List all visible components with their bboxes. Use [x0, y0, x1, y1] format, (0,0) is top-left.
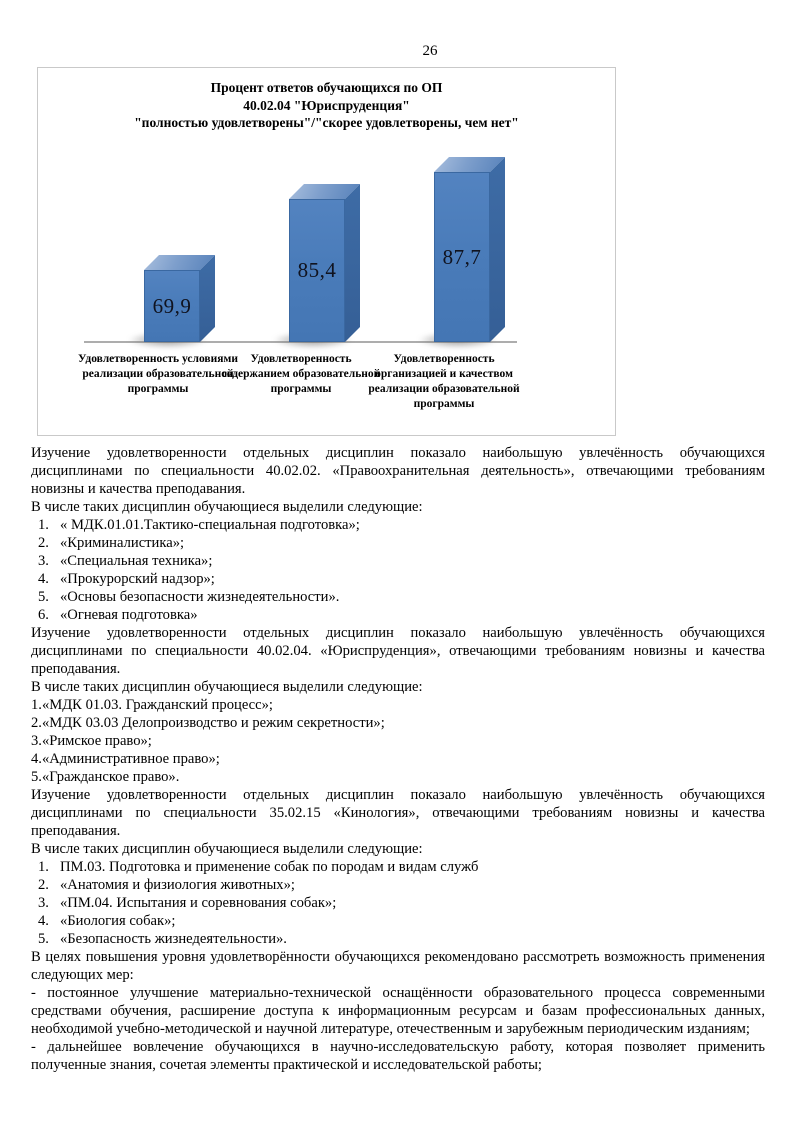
- list-item-number: 6.: [38, 607, 49, 623]
- list-item-text: «Криминалистика»;: [60, 535, 185, 551]
- bar-organization: 87,7: [416, 157, 509, 351]
- bar-top-face: [289, 184, 360, 199]
- document-body: Изучение удовлетворенности отдельных дис…: [31, 444, 765, 1074]
- chart-title-line-1: Процент ответов обучающихся по ОП: [210, 80, 443, 95]
- list-item-text: «Римское право»;: [41, 733, 152, 749]
- list-item-number: 3.: [38, 895, 49, 911]
- bar-conditions: 69,9: [126, 255, 219, 351]
- bar-content: 85,4: [271, 184, 364, 351]
- list-item-number: 2.: [38, 877, 49, 893]
- paragraph-specialty-400202: Изучение удовлетворенности отдельных дис…: [31, 445, 765, 497]
- list-item: 4. «Биология собак»;: [31, 912, 765, 930]
- list-item-text: «МДК 03.03 Делопроизводство и режим секр…: [41, 715, 385, 731]
- bar-front-face: 69,9: [144, 270, 200, 342]
- satisfaction-chart: Процент ответов обучающихся по ОП 40.02.…: [37, 67, 616, 436]
- list-item-number: 5.: [38, 931, 49, 947]
- list-item-text: «Безопасность жизнедеятельности».: [60, 931, 287, 947]
- list-item: 1. «МДК 01.03. Гражданский процесс»;: [31, 696, 765, 714]
- category-label-content: Удовлетворенность содержанием образовате…: [221, 353, 381, 395]
- page-number: 26: [422, 43, 438, 59]
- list-item-text: ПМ.03. Подготовка и применение собак по …: [60, 859, 479, 875]
- bar-top-face: [434, 157, 505, 172]
- list-item: 3. «Специальная техника»;: [31, 552, 765, 570]
- list-item-text: «Гражданское право».: [41, 769, 180, 785]
- list-intro-2: В числе таких дисциплин обучающиеся выде…: [31, 679, 423, 695]
- bar-front-face: 85,4: [289, 199, 345, 342]
- list-item-text: «Биология собак»;: [60, 913, 176, 929]
- list-intro-1: В числе таких дисциплин обучающиеся выде…: [31, 499, 423, 515]
- list-item-text: «Прокурорский надзор»;: [60, 571, 215, 587]
- list-item: 2. «Анатомия и физиология животных»;: [31, 876, 765, 894]
- list-item: 4. «Административное право»;: [31, 750, 765, 768]
- paragraph-recommendations-intro: В целях повышения уровня удовлетворённос…: [31, 949, 765, 983]
- list-intro-3: В числе таких дисциплин обучающиеся выде…: [31, 841, 423, 857]
- list-item-text: «Административное право»;: [41, 751, 220, 767]
- list-item-number: 1.: [38, 859, 49, 875]
- list-item: 5. «Гражданское право».: [31, 768, 765, 786]
- list-item-text: «МДК 01.03. Гражданский процесс»;: [41, 697, 273, 713]
- chart-title-line-2: 40.02.04 "Юриспруденция": [243, 97, 410, 113]
- list-item-number: 2.: [38, 535, 49, 551]
- list-item-text: « МДК.01.01.Тактико-специальная подготов…: [60, 517, 360, 533]
- bar-side-face: [345, 184, 360, 342]
- list-item-number: 4.: [38, 913, 49, 929]
- list-item-number: 4.: [38, 571, 49, 587]
- measure-item-2: - дальнейшее вовлечение обучающихся в на…: [31, 1039, 765, 1073]
- list-item-number: 1.: [38, 517, 49, 533]
- chart-title: Процент ответов обучающихся по ОП 40.02.…: [38, 68, 615, 132]
- paragraph-specialty-350215: Изучение удовлетворенности отдельных дис…: [31, 787, 765, 839]
- list-item: 4. «Прокурорский надзор»;: [31, 570, 765, 588]
- list-item: 1. « МДК.01.01.Тактико-специальная подго…: [31, 516, 765, 534]
- bar-value-label: 87,7: [442, 244, 482, 269]
- list-item: 5. «Основы безопасности жизнедеятельност…: [31, 588, 765, 606]
- bar-value-label: 69,9: [152, 293, 192, 318]
- paragraph-specialty-400204: Изучение удовлетворенности отдельных дис…: [31, 625, 765, 677]
- measure-item-1: - постоянное улучшение материально-техни…: [31, 985, 765, 1037]
- list-item-text: «ПМ.04. Испытания и соревнования собак»;: [60, 895, 337, 911]
- list-item-number: 5.: [38, 589, 49, 605]
- category-label-conditions: Удовлетворенность условиями реализации о…: [78, 353, 238, 395]
- list-item: 2. «МДК 03.03 Делопроизводство и режим с…: [31, 714, 765, 732]
- list-item: 2. «Криминалистика»;: [31, 534, 765, 552]
- list-item: 6. «Огневая подготовка»: [31, 606, 765, 624]
- list-item-number: 2.: [31, 715, 42, 731]
- bar-front-face: 87,7: [434, 172, 490, 342]
- list-item-text: «Анатомия и физиология животных»;: [60, 877, 295, 893]
- list-item-text: «Основы безопасности жизнедеятельности».: [60, 589, 340, 605]
- bar-top-face: [144, 255, 215, 270]
- bar-side-face: [490, 157, 505, 342]
- list-item-text: «Специальная техника»;: [60, 553, 213, 569]
- list-item-number: 5.: [31, 769, 42, 785]
- bar-value-label: 85,4: [297, 258, 337, 282]
- list-item-number: 4.: [31, 751, 42, 767]
- chart-title-line-3: "полностью удовлетворены"/"скорее удовле…: [134, 115, 519, 130]
- list-item-number: 1.: [31, 697, 42, 713]
- list-item-text: «Огневая подготовка»: [60, 607, 198, 623]
- list-item-number: 3.: [31, 733, 42, 749]
- category-label-organization: Удовлетворенность организацией и качеств…: [368, 353, 520, 410]
- list-item: 3. «Римское право»;: [31, 732, 765, 750]
- bar-side-face: [200, 255, 215, 342]
- list-item: 1. ПМ.03. Подготовка и применение собак …: [31, 858, 765, 876]
- list-item: 3. «ПМ.04. Испытания и соревнования соба…: [31, 894, 765, 912]
- list-item: 5. «Безопасность жизнедеятельности».: [31, 930, 765, 948]
- list-item-number: 3.: [38, 553, 49, 569]
